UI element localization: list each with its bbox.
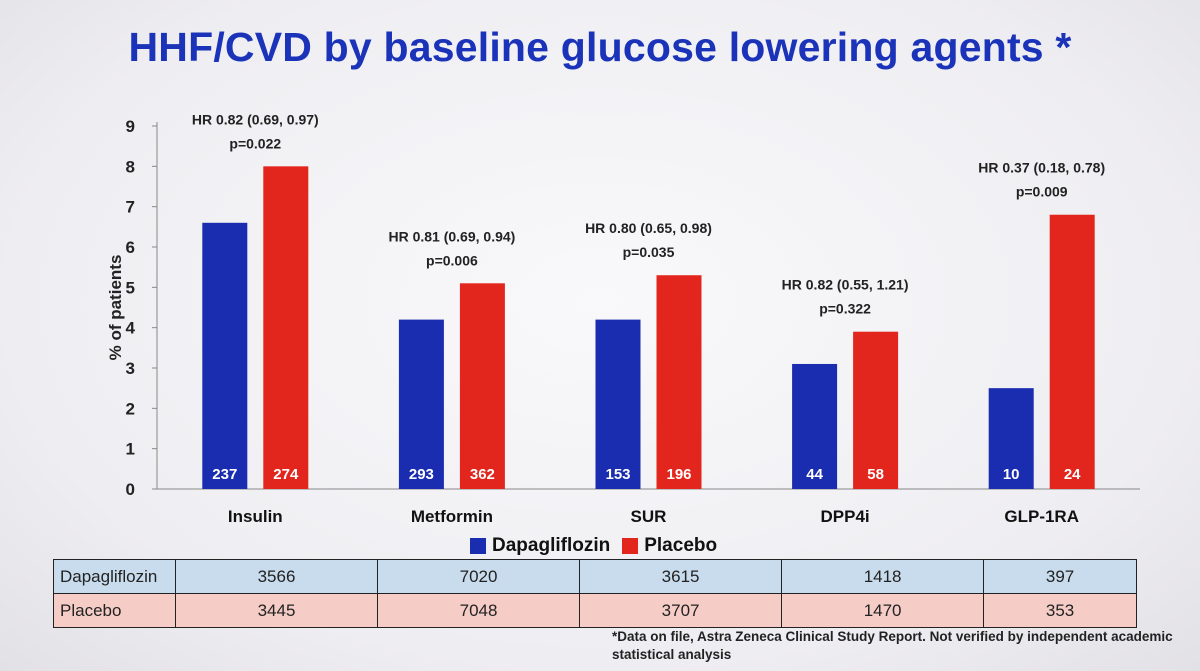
table-cell: 3707 <box>579 593 783 628</box>
table-cell: 1418 <box>781 559 985 594</box>
bar-dapagliflozin-dpp4i <box>792 363 838 489</box>
legend-item-placebo: Placebo <box>622 535 717 557</box>
bar-count-label: 293 <box>409 466 434 483</box>
bar-count-label: 237 <box>212 466 237 483</box>
chart-legend: Dapagliflozin Placebo <box>470 535 729 557</box>
table-cell: 7020 <box>377 559 581 594</box>
y-tick-label: 6 <box>126 238 135 257</box>
p-value-annotation: p=0.009 <box>1016 184 1068 200</box>
table-row-dapagliflozin: Dapagliflozin 3566 7020 3615 1418 397 <box>53 559 1137 594</box>
bar-count-label: 274 <box>273 466 299 483</box>
slide-title: HHF/CVD by baseline glucose lowering age… <box>128 24 1072 70</box>
y-tick-label: 3 <box>126 359 135 378</box>
table-cell: 1470 <box>781 593 985 628</box>
table-row-label: Placebo <box>53 593 176 628</box>
p-value-annotation: p=0.322 <box>819 301 871 317</box>
legend-item-dapagliflozin: Dapagliflozin <box>470 535 610 557</box>
table-cell: 353 <box>983 593 1137 628</box>
x-category-label: SUR <box>631 507 667 526</box>
bar-count-label: 196 <box>666 466 691 483</box>
hazard-ratio-annotation: HR 0.82 (0.69, 0.97) <box>192 111 319 127</box>
footnote: *Data on file, Astra Zeneca Clinical Stu… <box>612 629 1173 662</box>
bar-count-label: 58 <box>867 466 884 483</box>
table-cell: 397 <box>983 559 1137 594</box>
bar-dapagliflozin-metformin <box>398 319 444 489</box>
x-category-label: GLP-1RA <box>1004 507 1079 526</box>
table-cell: 3566 <box>174 559 379 594</box>
y-tick-label: 7 <box>126 198 135 217</box>
y-tick-label: 2 <box>126 399 135 418</box>
y-tick-label: 1 <box>126 440 135 459</box>
y-axis-label: % of patients <box>106 255 125 361</box>
table-row-label: Dapagliflozin <box>53 559 176 594</box>
hazard-ratio-annotation: HR 0.82 (0.55, 1.21) <box>782 277 909 293</box>
bar-dapagliflozin-sur <box>595 319 641 489</box>
x-category-label: DPP4i <box>821 507 870 526</box>
bar-count-label: 153 <box>605 466 630 483</box>
hazard-ratio-annotation: HR 0.37 (0.18, 0.78) <box>978 160 1105 176</box>
p-value-annotation: p=0.035 <box>623 244 675 260</box>
table-row-placebo: Placebo 3445 7048 3707 1470 353 <box>53 593 1137 628</box>
bar-placebo-dpp4i <box>853 331 899 489</box>
bar-count-label: 24 <box>1064 466 1081 483</box>
patient-count-table: Dapagliflozin 3566 7020 3615 1418 397 Pl… <box>53 559 1137 628</box>
hazard-ratio-annotation: HR 0.80 (0.65, 0.98) <box>585 220 712 236</box>
legend-label-dapagliflozin: Dapagliflozin <box>492 535 611 556</box>
x-category-label: Insulin <box>228 507 283 526</box>
x-category-label: Metformin <box>411 507 493 526</box>
hazard-ratio-annotation: HR 0.81 (0.69, 0.94) <box>388 228 515 244</box>
legend-swatch-placebo <box>622 538 639 554</box>
bar-placebo-glp-1ra <box>1049 214 1095 489</box>
bar-chart: 0 1 2 3 4 5 6 7 8 9 % of patients 237 274 Insulin HR 0… <box>106 111 1140 526</box>
bar-count-label: 10 <box>1003 466 1020 483</box>
y-tick-label: 4 <box>126 319 136 338</box>
bar-count-label: 362 <box>470 466 495 483</box>
legend-swatch-dapagliflozin <box>470 538 486 554</box>
y-tick-label: 5 <box>126 278 135 297</box>
table-cell: 7048 <box>377 593 581 628</box>
bar-dapagliflozin-insulin <box>202 222 248 490</box>
bar-placebo-insulin <box>263 166 309 490</box>
bar-placebo-sur <box>656 275 702 489</box>
bar-count-label: 44 <box>806 466 823 483</box>
y-tick-label: 8 <box>126 157 135 176</box>
table-cell: 3445 <box>174 593 379 628</box>
bar-dapagliflozin-glp-1ra <box>988 388 1034 489</box>
legend-label-placebo: Placebo <box>644 535 718 556</box>
bar-placebo-metformin <box>459 283 505 489</box>
p-value-annotation: p=0.022 <box>229 135 281 151</box>
table-cell: 3615 <box>579 559 783 594</box>
y-tick-label: 0 <box>126 480 135 499</box>
p-value-annotation: p=0.006 <box>426 252 478 268</box>
y-tick-label: 9 <box>126 117 135 136</box>
